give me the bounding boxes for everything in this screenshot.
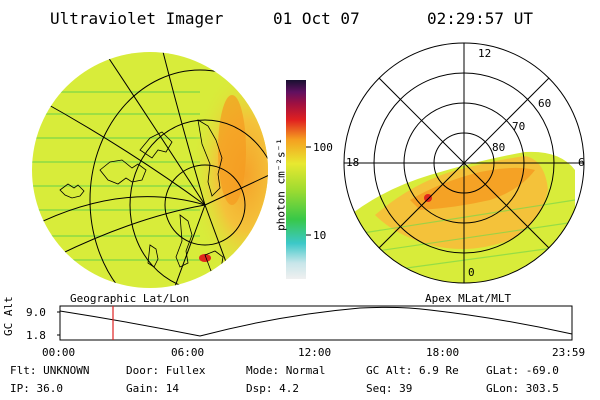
colorbar-tick-100: 100	[313, 141, 333, 154]
colorbar-tick-10: 10	[313, 229, 327, 242]
timeline-xtick: 00:00	[42, 346, 76, 359]
colorbar-gradient	[286, 80, 306, 279]
info-glat: GLat: -69.0	[486, 364, 559, 377]
info-gc-alt: GC Alt: 6.9 Re	[366, 364, 459, 377]
timeline-ylabel: GC Alt	[2, 296, 15, 336]
polar-auroral-peak	[424, 194, 432, 202]
left-panel-label: Geographic Lat/Lon	[70, 292, 190, 305]
info-seq: Seq: 39	[366, 382, 413, 395]
mlt-label-6: 6	[578, 156, 585, 169]
timeline-xtick: 18:00	[426, 346, 460, 359]
info-gain: Gain: 14	[126, 382, 179, 395]
graticule	[32, 52, 268, 288]
timeline-xtick: 12:00	[298, 346, 332, 359]
timeline-ytick-bottom: 1.8	[26, 329, 46, 342]
mlat-label-60: 60	[538, 97, 552, 110]
timeline-xtick: 06:00	[171, 346, 205, 359]
coastlines	[59, 119, 224, 272]
instrument-title: Ultraviolet Imager	[50, 9, 224, 28]
time-label: 02:29:57 UT	[427, 9, 533, 28]
info-mode: Mode: Normal	[246, 364, 326, 377]
info-glon: GLon: 303.5	[486, 382, 559, 395]
auroral-peak	[199, 254, 211, 262]
info-flt: Flt: UNKNOWN	[10, 364, 90, 377]
info-dsp: Dsp: 4.2	[246, 382, 299, 395]
mlt-label-0: 0	[468, 266, 475, 279]
timeline-frame	[59, 305, 573, 341]
info-door: Door: Fullex	[126, 364, 206, 377]
mlt-label-12: 12	[478, 47, 492, 60]
polar-grid	[343, 42, 585, 284]
timeline-xtick: 23:59	[552, 346, 586, 359]
date-label: 01 Oct 07	[273, 9, 360, 28]
mlat-label-80: 80	[492, 141, 506, 154]
mlt-label-18: 18	[346, 156, 360, 169]
timeline-ytick-top: 9.0	[26, 306, 46, 319]
right-panel-label: Apex MLat/MLT	[425, 292, 512, 305]
altitude-curve	[59, 306, 573, 337]
info-ip: IP: 36.0	[10, 382, 63, 395]
mlat-label-70: 70	[512, 120, 526, 133]
